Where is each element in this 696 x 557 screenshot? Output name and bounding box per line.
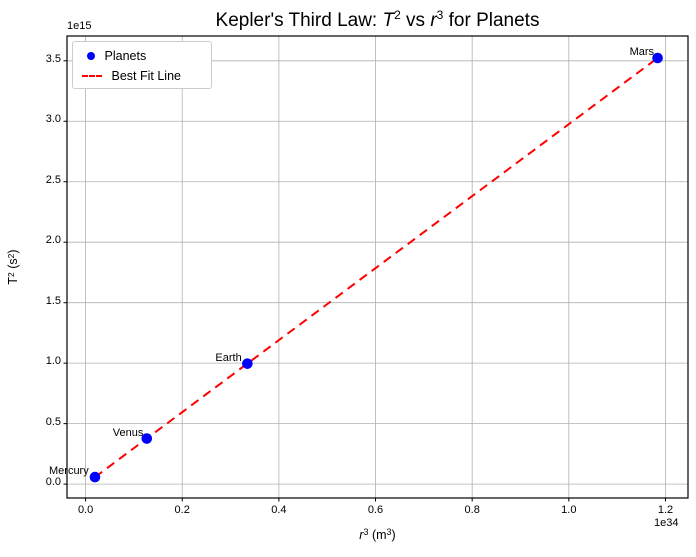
svg-text:T2 (s2): T2 (s2) (6, 249, 20, 284)
